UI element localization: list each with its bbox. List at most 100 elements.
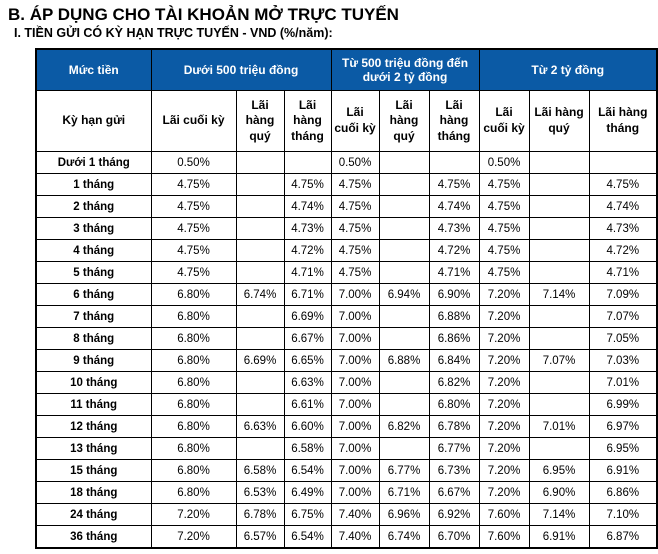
rate-cell: 7.10% <box>588 503 658 526</box>
rate-cell: 6.80% <box>150 393 237 416</box>
rate-cell: 4.75% <box>588 173 658 196</box>
rate-cell <box>235 327 285 350</box>
term-cell: 1 tháng <box>35 173 152 196</box>
rate-cell: 7.00% <box>330 481 380 504</box>
table-row: 8 tháng 6.80% 6.67% 7.00% 6.86% 7.20% 7.05% <box>35 327 658 350</box>
rate-cell <box>428 151 480 174</box>
subheader-monthly: Lãi hàng tháng <box>428 90 480 152</box>
rate-cell: 6.80% <box>150 349 237 372</box>
rate-cell: 4.75% <box>330 173 380 196</box>
rate-cell: 4.75% <box>478 239 530 262</box>
rate-cell: 6.69% <box>283 305 332 328</box>
group-header-500m-to-2b: Từ 500 triệu đồng đến dưới 2 tỷ đồng <box>330 48 480 91</box>
subheader-end-of-term: Lãi cuối kỳ <box>478 90 530 152</box>
rate-cell: 7.03% <box>588 349 658 372</box>
rate-cell: 6.70% <box>428 525 480 549</box>
rate-cell: 4.75% <box>283 173 332 196</box>
rate-cell <box>528 371 590 394</box>
subheader-quarterly: Lãi hàng quý <box>528 90 590 152</box>
rate-cell: 7.00% <box>330 371 380 394</box>
rate-cell: 7.20% <box>478 327 530 350</box>
rate-cell: 4.71% <box>588 261 658 284</box>
group-header-over-2b: Từ 2 tỷ đồng <box>478 48 658 91</box>
rate-cell: 6.77% <box>428 437 480 460</box>
term-cell: 6 tháng <box>35 283 152 306</box>
rate-cell: 4.75% <box>478 261 530 284</box>
page-title: B. ÁP DỤNG CHO TÀI KHOẢN MỞ TRỰC TUYẾN <box>8 5 399 24</box>
rate-cell: 7.20% <box>478 437 530 460</box>
rate-cell <box>378 305 430 328</box>
term-cell: 15 tháng <box>35 459 152 482</box>
rate-cell: 7.07% <box>528 349 590 372</box>
rate-cell: 7.20% <box>150 525 237 549</box>
rate-cell: 0.50% <box>330 151 380 174</box>
rate-cell: 7.40% <box>330 503 380 526</box>
term-cell: 10 tháng <box>35 371 152 394</box>
rate-cell: 7.01% <box>588 371 658 394</box>
rate-cell: 4.73% <box>588 217 658 240</box>
term-cell: 8 tháng <box>35 327 152 350</box>
rate-cell: 6.80% <box>150 371 237 394</box>
subheader-quarterly: Lãi hàng quý <box>235 90 285 152</box>
table-row: 15 tháng 6.80% 6.58% 6.54% 7.00% 6.77% 6.73% 7.… <box>35 459 658 482</box>
rate-cell: 4.74% <box>588 195 658 218</box>
rate-cell: 6.82% <box>378 415 430 438</box>
rate-cell: 6.87% <box>588 525 658 549</box>
rate-cell: 6.96% <box>378 503 430 526</box>
rate-cell: 6.49% <box>283 481 332 504</box>
rate-cell: 4.75% <box>150 239 237 262</box>
rate-cell: 4.75% <box>330 217 380 240</box>
rate-cell: 7.40% <box>330 525 380 549</box>
table-row: 10 tháng 6.80% 6.63% 7.00% 6.82% 7.20% 7.01% <box>35 371 658 394</box>
table-row: 12 tháng 6.80% 6.63% 6.60% 7.00% 6.82% 6.78% 7.… <box>35 415 658 438</box>
rate-cell: 6.60% <box>283 415 332 438</box>
rate-cell: 4.75% <box>478 173 530 196</box>
rate-cell: 7.20% <box>478 481 530 504</box>
rate-cell: 4.75% <box>150 195 237 218</box>
table-row: 5 tháng 4.75% 4.71% 4.75% 4.71% 4.75% 4.71% <box>35 261 658 284</box>
term-cell: 4 tháng <box>35 239 152 262</box>
rate-cell: 7.07% <box>588 305 658 328</box>
rate-cell: 7.00% <box>330 415 380 438</box>
rate-cell: 7.20% <box>478 283 530 306</box>
rate-cell: 6.74% <box>235 283 285 306</box>
rate-cell: 0.50% <box>150 151 237 174</box>
rate-cell <box>378 239 430 262</box>
rate-cell: 6.80% <box>150 459 237 482</box>
rate-cell: 6.54% <box>283 459 332 482</box>
rate-cell: 7.00% <box>330 305 380 328</box>
rate-cell <box>235 371 285 394</box>
rate-cell <box>378 217 430 240</box>
subheader-monthly: Lãi hàng tháng <box>588 90 658 152</box>
rate-cell <box>378 151 430 174</box>
rate-cell: 6.67% <box>283 327 332 350</box>
rate-cell <box>528 151 590 174</box>
rate-cell: 7.20% <box>478 349 530 372</box>
rate-cell: 4.75% <box>330 195 380 218</box>
rate-cell: 7.00% <box>330 283 380 306</box>
rate-cell <box>378 371 430 394</box>
rate-cell: 7.00% <box>330 459 380 482</box>
term-cell: 2 tháng <box>35 195 152 218</box>
table-row: 24 tháng 7.20% 6.78% 6.75% 7.40% 6.96% 6.92% 7.… <box>35 503 658 526</box>
rate-cell: 6.91% <box>528 525 590 549</box>
table-row: 11 tháng 6.80% 6.61% 7.00% 6.80% 7.20% 6.99% <box>35 393 658 416</box>
term-cell: 36 tháng <box>35 525 152 549</box>
rate-cell: 6.99% <box>588 393 658 416</box>
rate-cell: 6.69% <box>235 349 285 372</box>
rate-cell <box>528 217 590 240</box>
rate-cell: 6.88% <box>378 349 430 372</box>
rate-cell <box>235 261 285 284</box>
rate-cell: 6.94% <box>378 283 430 306</box>
rate-cell: 4.75% <box>330 261 380 284</box>
rate-cell: 4.71% <box>283 261 332 284</box>
rate-cell: 6.54% <box>283 525 332 549</box>
rate-cell: 6.95% <box>528 459 590 482</box>
rate-cell <box>528 239 590 262</box>
rate-cell: 6.86% <box>428 327 480 350</box>
rate-cell: 6.74% <box>378 525 430 549</box>
rate-cell: 7.60% <box>478 503 530 526</box>
rate-cell: 6.53% <box>235 481 285 504</box>
term-cell: 11 tháng <box>35 393 152 416</box>
table-row: 1 tháng 4.75% 4.75% 4.75% 4.75% 4.75% 4.75% <box>35 173 658 196</box>
